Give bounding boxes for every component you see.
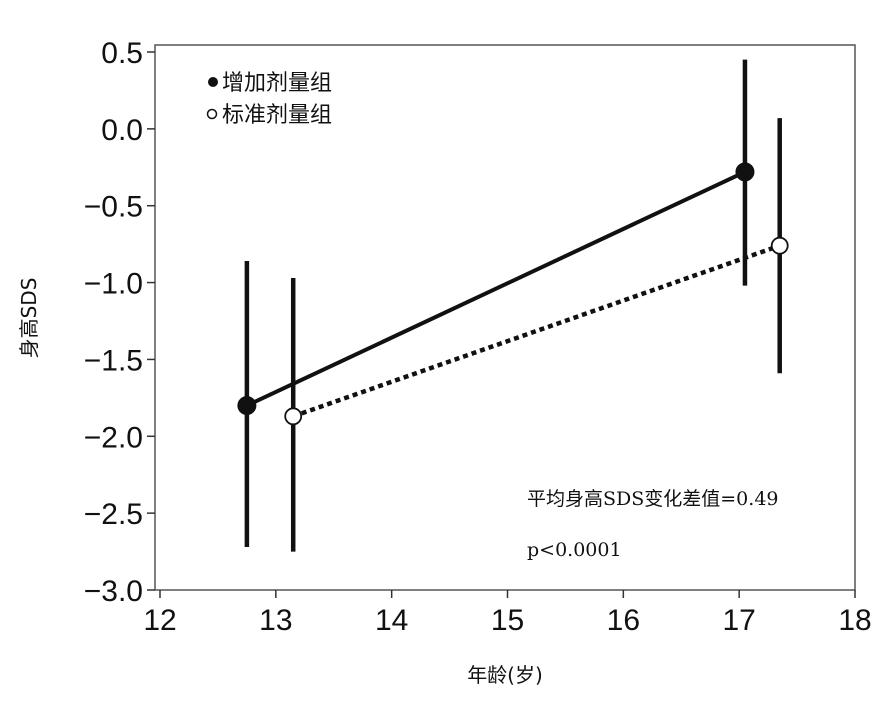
x-tick-label: 16	[607, 604, 640, 637]
annotation-difference: 平均身高SDS变化差值=0.49	[527, 488, 779, 510]
y-tick-label: −2.0	[84, 421, 143, 454]
legend-marker-open	[206, 108, 218, 120]
y-tick-label: −3.0	[84, 575, 143, 608]
y-tick-label: −0.5	[84, 191, 143, 224]
y-tick-label: 0.5	[101, 37, 143, 70]
y-tick-label: −1.0	[84, 268, 143, 301]
legend: 增加剂量组 标准剂量组	[206, 71, 332, 128]
data-point-series-0	[237, 396, 257, 416]
x-tick-label: 17	[722, 604, 755, 637]
x-tick-label: 14	[375, 604, 408, 637]
y-tick-label: −2.5	[84, 498, 143, 531]
x-axis-label: 年龄(岁)	[467, 663, 543, 687]
x-axis-ticks: 12 13 14 15 16 17 18	[143, 590, 872, 637]
legend-label-increased-dose: 增加剂量组	[222, 71, 332, 96]
legend-marker-filled	[208, 77, 218, 87]
legend-label-standard-dose: 标准剂量组	[222, 103, 332, 128]
y-tick-label: 0.0	[101, 114, 143, 147]
x-tick-label: 15	[491, 604, 524, 637]
x-tick-label: 12	[143, 604, 176, 637]
y-tick-label: −1.5	[84, 344, 143, 377]
series-line-1	[292, 243, 781, 419]
series-layer	[237, 59, 789, 552]
annotation-p-value: p<0.0001	[527, 539, 622, 561]
data-point-series-0	[735, 162, 755, 182]
plot-frame	[154, 44, 856, 591]
y-axis-ticks: 0.5 0.0 −0.5 −1.0 −1.5 −2.0 −2.5 −3.0	[84, 37, 155, 608]
x-tick-label: 13	[259, 604, 292, 637]
series-line-0	[246, 170, 746, 408]
data-point-series-1	[284, 407, 303, 426]
x-tick-label: 18	[838, 604, 871, 637]
data-point-series-1	[770, 236, 789, 255]
y-axis-label: 身高SDS	[17, 278, 41, 359]
